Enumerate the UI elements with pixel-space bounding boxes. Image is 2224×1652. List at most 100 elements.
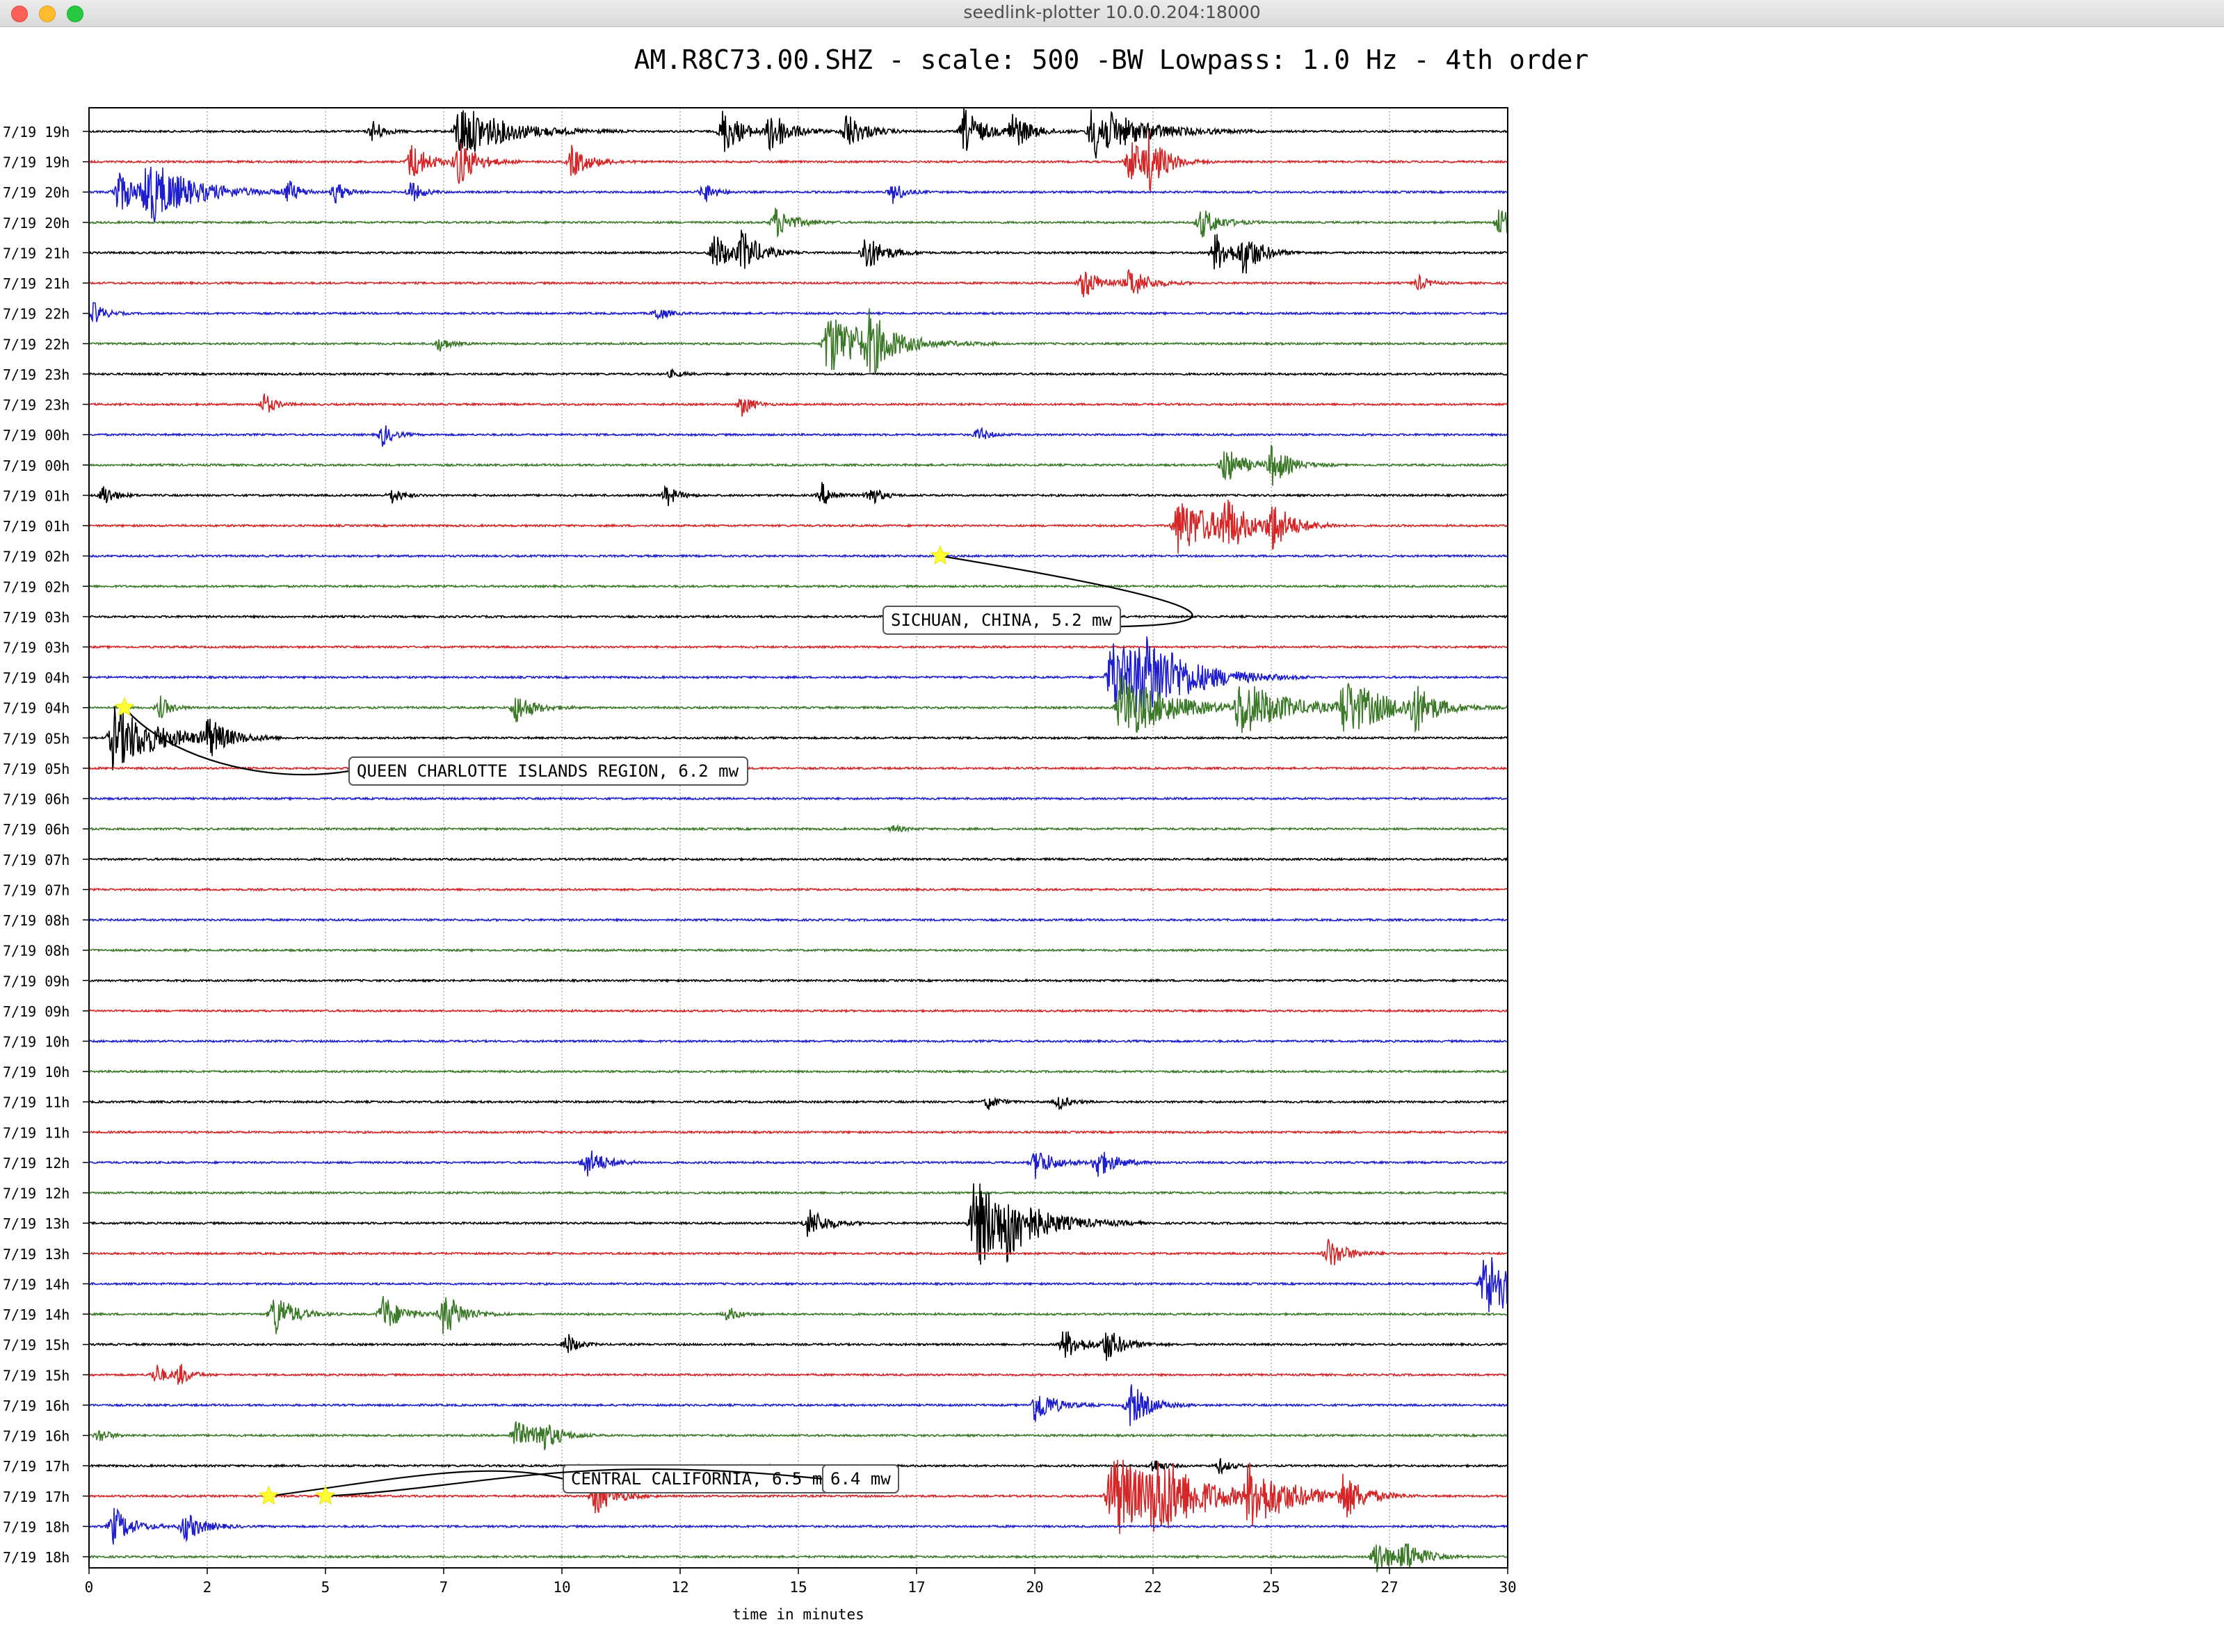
- trace-line: [88, 130, 1508, 192]
- row-label: 7/19 00h: [3, 457, 70, 474]
- row-label: 7/19 09h: [3, 973, 70, 989]
- row-label: 7/19 11h: [3, 1124, 70, 1141]
- row-label: 7/19 20h: [3, 215, 70, 232]
- event-annotation-label: CENTRAL CALIFORNIA, 6.5 mw: [571, 1469, 832, 1489]
- row-label: 7/19 10h: [3, 1064, 70, 1080]
- x-tick-label: 0: [85, 1579, 94, 1596]
- row-label: 7/19 13h: [3, 1246, 70, 1263]
- row-label: 7/19 06h: [3, 821, 70, 838]
- trace-line: [88, 614, 1508, 620]
- trace-line: [88, 302, 1508, 323]
- row-label: 7/19 08h: [3, 912, 70, 929]
- trace-line: [88, 978, 1508, 983]
- x-tick-label: 17: [908, 1579, 925, 1596]
- trace-line: [88, 1069, 1508, 1074]
- trace-line: [88, 1295, 1508, 1334]
- row-label: 7/19 22h: [3, 336, 70, 353]
- trace-line: [88, 706, 1508, 770]
- trace-line: [88, 1183, 1508, 1265]
- trace-line: [88, 583, 1508, 589]
- maximize-window-button[interactable]: [67, 6, 83, 22]
- x-tick-label: 12: [671, 1579, 688, 1596]
- trace-line: [88, 229, 1508, 274]
- trace-line: [88, 1543, 1508, 1573]
- row-label: 7/19 05h: [3, 730, 70, 747]
- events: SICHUAN, CHINA, 5.2 mw QUEEN CHARLOTTE IS…: [114, 545, 1193, 1505]
- grid-lines: [207, 108, 1390, 1568]
- trace-line: [88, 1421, 1508, 1450]
- x-axis-label: time in minutes: [732, 1606, 864, 1623]
- trace-line: [88, 368, 1508, 378]
- row-label: 7/19 23h: [3, 366, 70, 383]
- row-label: 7/19 19h: [3, 154, 70, 171]
- trace-line: [88, 1257, 1508, 1313]
- row-label: 7/19 16h: [3, 1398, 70, 1414]
- row-label: 7/19 11h: [3, 1094, 70, 1111]
- trace-line: [88, 1096, 1508, 1111]
- x-tick-label: 10: [553, 1579, 570, 1596]
- row-label: 7/19 17h: [3, 1458, 70, 1475]
- chart-title: AM.R8C73.00.SHZ - scale: 500 -BW Lowpass…: [634, 44, 1589, 75]
- x-tick-label: 27: [1380, 1579, 1398, 1596]
- trace-line: [88, 948, 1508, 953]
- row-label: 7/19 20h: [3, 184, 70, 201]
- row-label: 7/19 10h: [3, 1034, 70, 1051]
- row-label: 7/19 06h: [3, 791, 70, 808]
- row-label: 7/19 21h: [3, 275, 70, 292]
- event-annotation-label: 6.4 mw: [830, 1469, 891, 1489]
- row-label: 7/19 04h: [3, 700, 70, 717]
- row-label: 7/19 21h: [3, 245, 70, 261]
- trace-line: [88, 1507, 1508, 1545]
- trace-line: [88, 308, 1508, 373]
- trace-line: [88, 1190, 1508, 1196]
- row-label: 7/19 09h: [3, 1003, 70, 1020]
- trace-line: [88, 482, 1508, 506]
- trace-line: [88, 1331, 1508, 1361]
- trace-line: [88, 886, 1508, 893]
- trace-line: [88, 1038, 1508, 1044]
- annotation-box: [348, 756, 748, 786]
- seismogram-plot: SICHUAN, CHINA, 5.2 mw QUEEN CHARLOTTE IS…: [3, 44, 1589, 1623]
- x-tick-label: 30: [1499, 1579, 1516, 1596]
- trace-line: [88, 1150, 1508, 1179]
- row-label: 7/19 07h: [3, 882, 70, 898]
- minimize-window-button[interactable]: [39, 6, 56, 22]
- trace-line: [88, 1129, 1508, 1135]
- row-label: 7/19 15h: [3, 1367, 70, 1384]
- row-label: 7/19 01h: [3, 518, 70, 535]
- row-label: 7/19 12h: [3, 1155, 70, 1172]
- row-label: 7/19 14h: [3, 1306, 70, 1323]
- event-annotation-label: SICHUAN, CHINA, 5.2 mw: [891, 610, 1112, 630]
- trace-line: [88, 166, 1508, 223]
- trace-line: [88, 857, 1508, 862]
- row-label: 7/19 12h: [3, 1185, 70, 1202]
- trace-line: [88, 499, 1508, 554]
- row-label: 7/19 07h: [3, 852, 70, 868]
- row-label: 7/19 19h: [3, 124, 70, 140]
- trace-line: [88, 1238, 1508, 1265]
- row-label: 7/19 23h: [3, 397, 70, 414]
- x-tick-label: 15: [789, 1579, 807, 1596]
- trace-line: [88, 269, 1508, 298]
- trace-line: [88, 766, 1508, 771]
- event-star-icon: [315, 1485, 336, 1505]
- row-label: 7/19 22h: [3, 306, 70, 323]
- trace-line: [88, 1008, 1508, 1014]
- window-title: seedlink-plotter 10.0.0.204:18000: [963, 2, 1261, 22]
- row-label: 7/19 08h: [3, 943, 70, 959]
- row-label: 7/19 18h: [3, 1519, 70, 1535]
- annotation-leader: [124, 707, 350, 776]
- trace-line: [88, 553, 1508, 559]
- row-label: 7/19 01h: [3, 487, 70, 504]
- row-label: 7/19 00h: [3, 427, 70, 444]
- event-star-icon: [930, 545, 951, 565]
- trace-line: [88, 207, 1508, 238]
- row-label: 7/19 03h: [3, 639, 70, 656]
- close-window-button[interactable]: [11, 6, 28, 22]
- annotation-box: [822, 1464, 899, 1493]
- event-star-icon: [258, 1485, 279, 1505]
- trace-line: [88, 1363, 1508, 1385]
- x-tick-label: 20: [1026, 1579, 1043, 1596]
- event-annotation-label: QUEEN CHARLOTTE ISLANDS REGION, 6.2 mw: [357, 761, 739, 781]
